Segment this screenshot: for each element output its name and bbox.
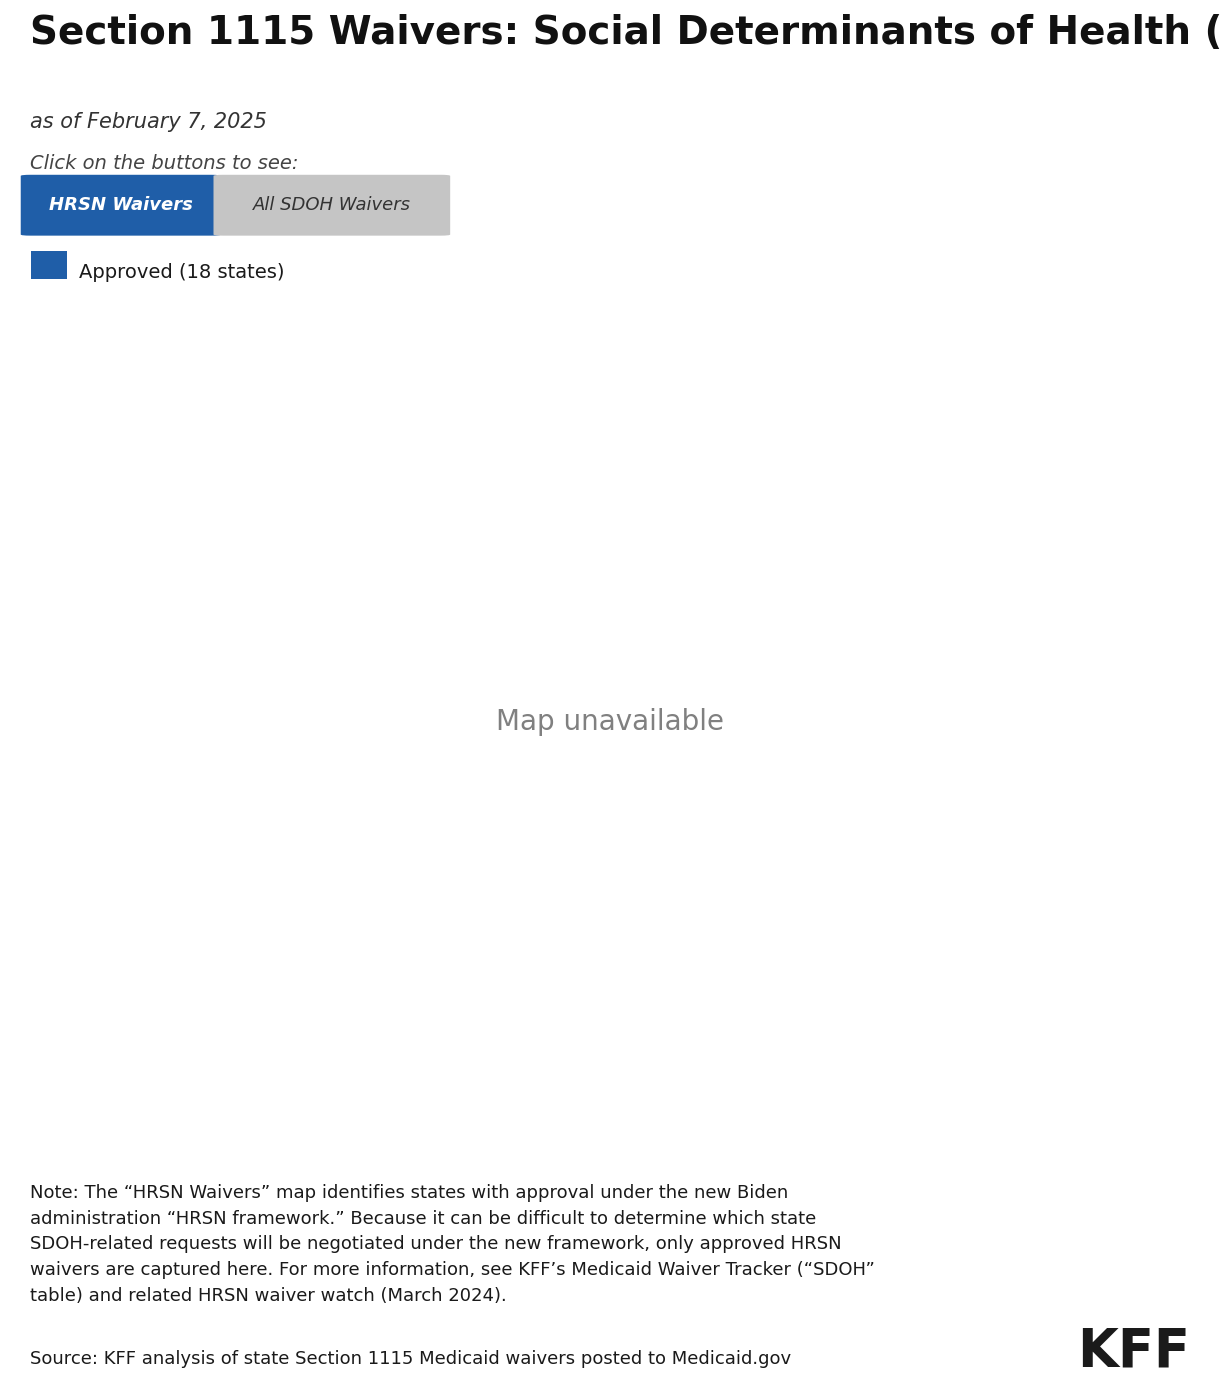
FancyBboxPatch shape: [214, 174, 450, 236]
Text: Click on the buttons to see:: Click on the buttons to see:: [30, 154, 299, 173]
Text: Map unavailable: Map unavailable: [497, 708, 723, 737]
FancyBboxPatch shape: [21, 174, 221, 236]
Bar: [30, 251, 67, 293]
Text: as of February 7, 2025: as of February 7, 2025: [30, 112, 267, 131]
Text: Approved (18 states): Approved (18 states): [79, 262, 284, 282]
Text: All SDOH Waivers: All SDOH Waivers: [253, 197, 411, 214]
Text: Note: The “HRSN Waivers” map identifies states with approval under the new Biden: Note: The “HRSN Waivers” map identifies …: [30, 1184, 876, 1305]
Text: Section 1115 Waivers: Social Determinants of Health (SDOH): Section 1115 Waivers: Social Determinant…: [30, 14, 1220, 52]
Text: Source: KFF analysis of state Section 1115 Medicaid waivers posted to Medicaid.g: Source: KFF analysis of state Section 11…: [30, 1350, 792, 1368]
Text: KFF: KFF: [1076, 1326, 1190, 1378]
Text: HRSN Waivers: HRSN Waivers: [49, 197, 193, 214]
